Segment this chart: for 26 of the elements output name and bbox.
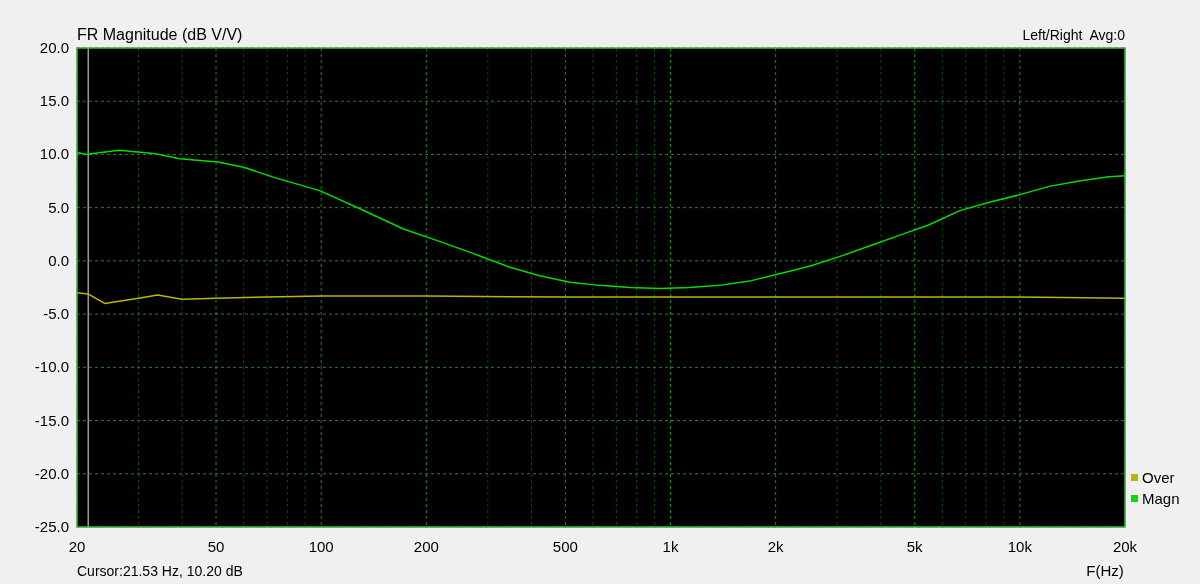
y-tick-label: 10.0 (39, 145, 69, 163)
y-tick-label: 20.0 (39, 39, 69, 56)
x-tick-label: 100 (308, 538, 334, 555)
x-tick-label: 200 (413, 538, 439, 555)
chart-title: FR Magnitude (dB V/V) (77, 26, 243, 43)
text: Cursor:21.53 Hz, 10.20 dB (77, 563, 243, 579)
x-tick-label: 20k (1112, 538, 1138, 555)
x-tick-label: 50 (207, 538, 225, 555)
y-tick-label: -15.0 (34, 411, 69, 429)
text: Left/Right Avg:0 (1022, 27, 1126, 43)
x-tick-label: 5k (906, 538, 924, 555)
x-tick-label: 20 (68, 538, 86, 555)
y-tick-label: 15.0 (39, 92, 69, 110)
y-tick-label: -5.0 (43, 305, 69, 323)
x-tick-label: 500 (552, 538, 578, 555)
legend-label: Over (1142, 469, 1175, 486)
y-tick-label: 5.0 (48, 198, 69, 216)
y-tick-label: -25.0 (34, 518, 69, 535)
x-tick-label: 10k (1007, 538, 1033, 555)
x-axis-title: F(Hz) (1086, 562, 1124, 579)
y-tick-label: 0.0 (48, 251, 69, 269)
x-tick-label: 1k (662, 538, 679, 555)
y-tick-label: -20.0 (34, 464, 69, 482)
legend-label: Magn (1142, 490, 1180, 507)
y-tick-label: -10.0 (34, 358, 69, 376)
x-tick-label: 2k (767, 538, 785, 555)
